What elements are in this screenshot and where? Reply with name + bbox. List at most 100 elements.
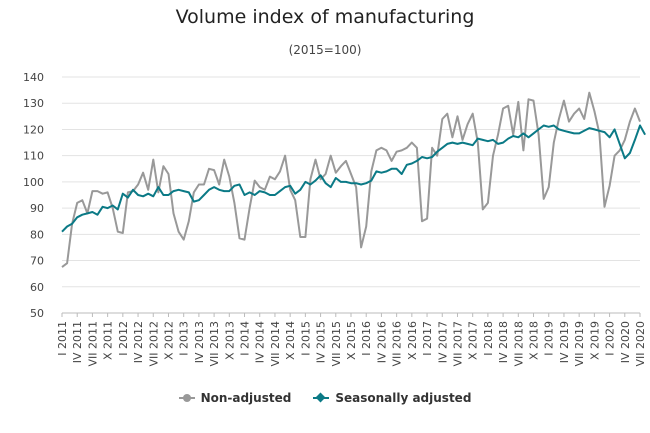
data-point-non-adjusted (350, 173, 352, 175)
data-point-seasonally-adjusted (451, 142, 453, 144)
data-point-non-adjusted (157, 191, 159, 193)
data-point-non-adjusted (588, 92, 590, 94)
data-point-seasonally-adjusted (152, 195, 154, 197)
data-point-non-adjusted (315, 159, 317, 161)
data-point-non-adjusted (385, 149, 387, 151)
data-point-non-adjusted (269, 176, 271, 178)
data-point-seasonally-adjusted (365, 182, 367, 184)
data-point-non-adjusted (279, 170, 281, 172)
x-tick-label: I 2019 (543, 321, 556, 356)
data-point-non-adjusted (188, 220, 190, 222)
data-point-non-adjusted (482, 208, 484, 210)
data-point-non-adjusted (213, 169, 215, 171)
data-point-non-adjusted (456, 115, 458, 117)
data-point-seasonally-adjusted (107, 207, 109, 209)
data-point-non-adjusted (497, 134, 499, 136)
x-tick-label: VII 2013 (208, 321, 221, 367)
data-point-non-adjusted (178, 231, 180, 233)
data-point-seasonally-adjusted (593, 128, 595, 130)
x-tick-label: VII 2012 (147, 321, 160, 367)
data-point-seasonally-adjusted (340, 181, 342, 183)
data-point-seasonally-adjusted (507, 138, 509, 140)
x-tick-label: I 2011 (56, 321, 69, 356)
data-point-seasonally-adjusted (598, 130, 600, 132)
data-point-seasonally-adjusted (91, 211, 93, 213)
data-point-seasonally-adjusted (477, 138, 479, 140)
data-point-non-adjusted (370, 170, 372, 172)
data-point-non-adjusted (451, 136, 453, 138)
x-tick-label: VII 2018 (512, 321, 525, 367)
y-tick-label: 50 (30, 307, 44, 320)
data-point-non-adjusted (406, 147, 408, 149)
data-point-non-adjusted (573, 113, 575, 115)
data-point-non-adjusted (117, 231, 119, 233)
data-point-seasonally-adjusted (629, 152, 631, 154)
data-point-non-adjusted (122, 232, 124, 234)
data-point-non-adjusted (249, 207, 251, 209)
x-tick-label: IV 2020 (619, 321, 632, 363)
x-tick-label: X 2012 (162, 321, 175, 360)
legend-item-non-adjusted[interactable]: Non-adjusted (178, 391, 292, 405)
data-point-seasonally-adjusted (604, 131, 606, 133)
data-point-non-adjusted (624, 139, 626, 141)
data-point-seasonally-adjusted (96, 214, 98, 216)
data-point-seasonally-adjusted (218, 189, 220, 191)
data-point-seasonally-adjusted (315, 180, 317, 182)
data-point-non-adjusted (553, 142, 555, 144)
data-point-non-adjusted (162, 165, 164, 167)
x-tick-label: IV 2012 (132, 321, 145, 363)
data-point-seasonally-adjusted (345, 181, 347, 183)
x-tick-label: X 2014 (284, 321, 297, 360)
data-point-seasonally-adjusted (624, 157, 626, 159)
data-point-non-adjusted (533, 100, 535, 102)
data-point-non-adjusted (578, 107, 580, 109)
data-point-seasonally-adjusted (634, 139, 636, 141)
x-tick-label: X 2015 (345, 321, 358, 360)
data-point-non-adjusted (102, 193, 104, 195)
data-point-seasonally-adjusted (416, 160, 418, 162)
x-tick-label: VII 2020 (634, 321, 647, 367)
data-point-non-adjusted (492, 155, 494, 157)
data-point-seasonally-adjusted (66, 225, 68, 227)
y-tick-label: 70 (30, 255, 44, 268)
data-point-non-adjusted (218, 184, 220, 186)
series-line-non-adjusted (61, 91, 641, 268)
data-point-seasonally-adjusted (203, 194, 205, 196)
data-point-seasonally-adjusted (573, 132, 575, 134)
data-point-seasonally-adjusted (284, 186, 286, 188)
data-point-seasonally-adjusted (233, 185, 235, 187)
data-point-seasonally-adjusted (178, 189, 180, 191)
data-point-non-adjusted (238, 237, 240, 239)
legend-item-seasonally-adjusted[interactable]: Seasonally adjusted (313, 391, 471, 405)
data-point-non-adjusted (208, 168, 210, 170)
x-tick-label: VII 2017 (451, 321, 464, 367)
data-point-non-adjusted (614, 155, 616, 157)
data-point-non-adjusted (112, 207, 114, 209)
data-point-non-adjusted (335, 172, 337, 174)
data-point-non-adjusted (538, 134, 540, 136)
x-tick-label: X 2017 (467, 321, 480, 360)
data-point-seasonally-adjusted (309, 184, 311, 186)
x-tick-label: I 2014 (239, 321, 252, 356)
data-point-seasonally-adjusted (568, 131, 570, 133)
data-point-seasonally-adjusted (644, 134, 646, 136)
legend-label-non-adjusted: Non-adjusted (200, 391, 292, 405)
y-tick-label: 60 (30, 281, 44, 294)
data-point-seasonally-adjusted (254, 194, 256, 196)
x-tick-label: I 2016 (360, 321, 373, 356)
data-point-non-adjusted (446, 113, 448, 115)
x-axis: I 2011 IV 2011 VII 2011 X 2011 I 2012 IV 2012… (56, 313, 647, 367)
x-tick-label: I 2017 (421, 321, 434, 356)
data-point-non-adjusted (203, 184, 205, 186)
data-point-non-adjusted (304, 236, 306, 238)
x-tick-label: X 2019 (588, 321, 601, 360)
data-point-non-adjusted (325, 173, 327, 175)
data-point-seasonally-adjusted (512, 135, 514, 137)
data-point-seasonally-adjusted (132, 189, 134, 191)
data-point-non-adjusted (598, 132, 600, 134)
data-point-seasonally-adjusted (558, 128, 560, 130)
data-point-non-adjusted (198, 184, 200, 186)
data-point-seasonally-adjusted (294, 193, 296, 195)
data-point-seasonally-adjusted (86, 212, 88, 214)
